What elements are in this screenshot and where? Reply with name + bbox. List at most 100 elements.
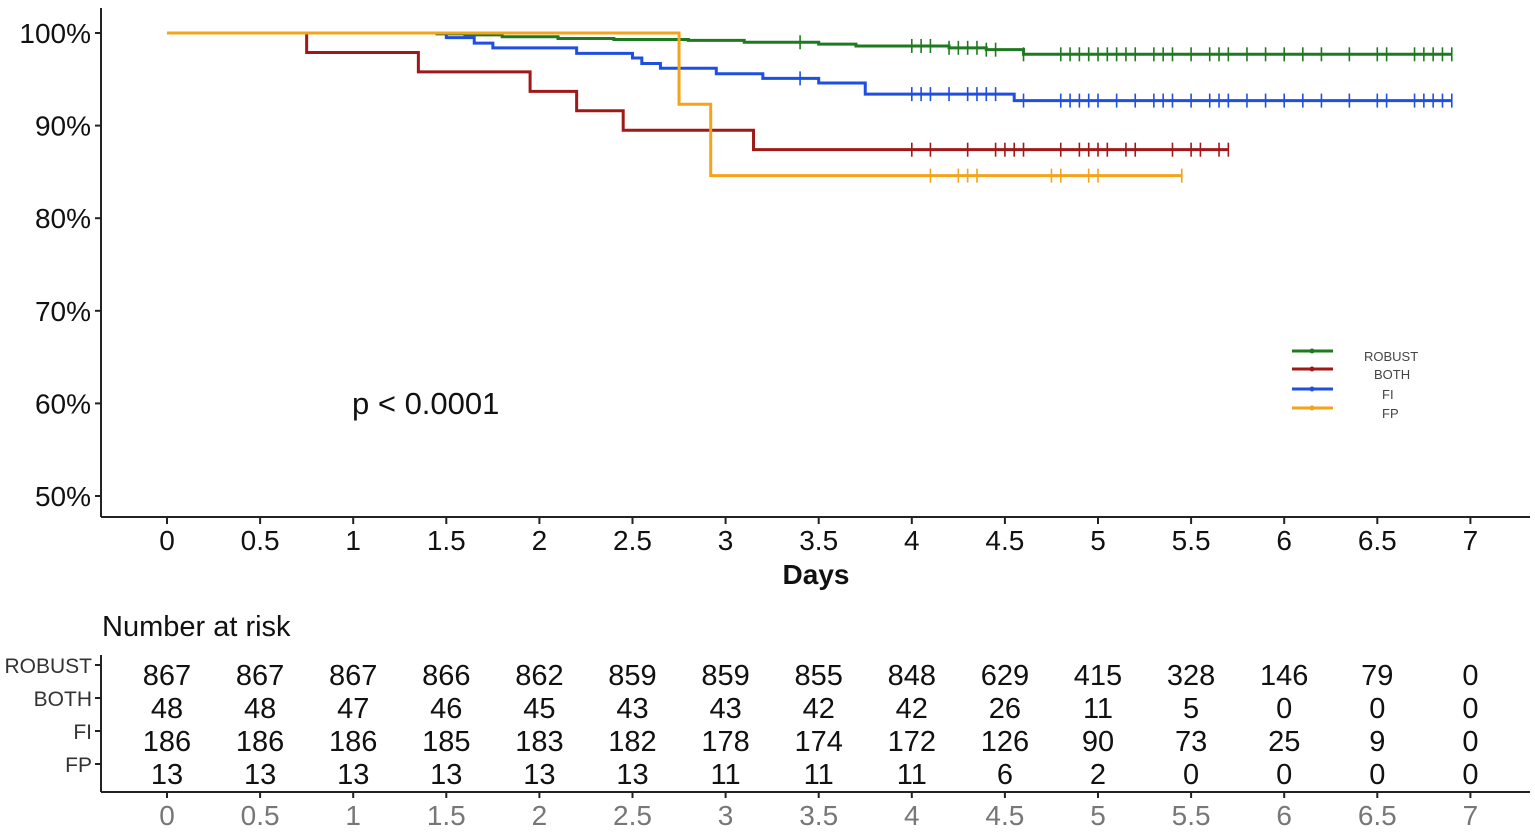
- risk-count-fp: 13: [244, 759, 276, 791]
- risk-count-both: 5: [1183, 693, 1199, 725]
- risk-group-label-both: BOTH: [34, 688, 92, 711]
- risk-count-fi: 0: [1462, 726, 1478, 758]
- risk-count-both: 11: [1083, 693, 1113, 725]
- legend-label-fi: FI: [1382, 387, 1394, 402]
- risk-count-fp: 0: [1462, 759, 1478, 791]
- risk-count-robust: 79: [1361, 660, 1393, 692]
- risk-x-tick-label: 2: [532, 800, 548, 831]
- legend-label-robust: ROBUST: [1364, 349, 1418, 364]
- risk-x-tick-label: 7: [1463, 800, 1479, 831]
- risk-count-fi: 183: [515, 726, 563, 758]
- risk-count-fp: 11: [897, 759, 927, 791]
- risk-count-robust: 328: [1167, 660, 1215, 692]
- x-tick-label: 1: [345, 525, 361, 556]
- x-tick-label: 3.5: [799, 525, 838, 556]
- x-axis-title: Days: [783, 559, 850, 590]
- x-tick-label: 0.5: [241, 525, 280, 556]
- risk-count-fi: 186: [236, 726, 284, 758]
- legend-label-both: BOTH: [1374, 367, 1410, 382]
- risk-group-label-fi: FI: [73, 721, 92, 744]
- risk-count-robust: 629: [981, 660, 1029, 692]
- risk-count-robust: 0: [1462, 660, 1478, 692]
- risk-count-robust: 855: [795, 660, 843, 692]
- risk-count-fi: 90: [1082, 726, 1114, 758]
- risk-count-robust: 867: [143, 660, 191, 692]
- risk-count-fp: 6: [997, 759, 1013, 791]
- risk-count-fi: 186: [329, 726, 377, 758]
- risk-count-fp: 13: [337, 759, 369, 791]
- risk-x-tick-label: 3: [718, 800, 734, 831]
- risk-count-robust: 867: [329, 660, 377, 692]
- risk-count-fp: 11: [711, 759, 741, 791]
- risk-count-fi: 174: [795, 726, 843, 758]
- risk-count-robust: 867: [236, 660, 284, 692]
- risk-count-both: 43: [709, 693, 741, 725]
- axes: [100, 8, 1530, 518]
- risk-x-tick-label: 1: [345, 800, 361, 831]
- risk-count-both: 46: [430, 693, 462, 725]
- risk-count-both: 0: [1369, 693, 1385, 725]
- risk-count-fp: 0: [1369, 759, 1385, 791]
- risk-count-fi: 73: [1175, 726, 1207, 758]
- risk-count-fp: 13: [523, 759, 555, 791]
- x-tick-label: 4: [904, 525, 920, 556]
- legend-label-fp: FP: [1382, 406, 1399, 421]
- risk-count-both: 42: [896, 693, 928, 725]
- risk-count-both: 0: [1276, 693, 1292, 725]
- y-tick-label: 70%: [35, 296, 91, 327]
- risk-count-fi: 186: [143, 726, 191, 758]
- x-tick-label: 6.5: [1358, 525, 1397, 556]
- risk-count-fi: 126: [981, 726, 1029, 758]
- risk-count-fi: 9: [1369, 726, 1385, 758]
- survival-curves: [167, 31, 1453, 183]
- y-tick-label: 80%: [35, 203, 91, 234]
- risk-count-fp: 13: [430, 759, 462, 791]
- x-tick-label: 5: [1090, 525, 1106, 556]
- x-tick-label: 7: [1463, 525, 1479, 556]
- risk-x-tick-label: 3.5: [799, 800, 838, 831]
- risk-x-tick-label: 4: [904, 800, 920, 831]
- risk-count-both: 48: [151, 693, 183, 725]
- risk-count-robust: 859: [701, 660, 749, 692]
- legend: ROBUST BOTH FI FP: [1292, 348, 1418, 421]
- risk-x-tick-label: 1.5: [427, 800, 466, 831]
- x-tick-label: 4.5: [985, 525, 1024, 556]
- risk-x-tick-label: 5: [1090, 800, 1106, 831]
- risk-count-fp: 11: [804, 759, 834, 791]
- risk-count-fi: 178: [701, 726, 749, 758]
- risk-x-tick-label: 5.5: [1172, 800, 1211, 831]
- y-tick-label: 50%: [35, 481, 91, 512]
- x-tick-label: 0: [159, 525, 175, 556]
- x-axis-ticks: 0 0.5 1 1.5 2 2.5 3 3.5 4 4.5 5 5.5 6 6.5 7: [159, 517, 1478, 556]
- legend-marker-both: [1309, 366, 1315, 372]
- risk-count-robust: 862: [515, 660, 563, 692]
- x-tick-label: 2: [532, 525, 548, 556]
- p-value-annotation: p < 0.0001: [352, 386, 499, 421]
- risk-x-tick-label: 4.5: [985, 800, 1024, 831]
- risk-x-tick-label: 0.5: [241, 800, 280, 831]
- curve-both: [167, 31, 1229, 152]
- risk-x-tick-label: 0: [159, 800, 175, 831]
- risk-count-fi: 172: [888, 726, 936, 758]
- x-tick-label: 5.5: [1172, 525, 1211, 556]
- risk-count-both: 47: [337, 693, 369, 725]
- risk-count-both: 48: [244, 693, 276, 725]
- y-tick-label: 60%: [35, 388, 91, 419]
- legend-marker-fp: [1309, 405, 1315, 411]
- curve-robust: [167, 31, 1452, 56]
- risk-count-robust: 146: [1260, 660, 1308, 692]
- x-tick-label: 6: [1276, 525, 1292, 556]
- risk-count-both: 42: [803, 693, 835, 725]
- y-tick-label: 90%: [35, 111, 91, 142]
- risk-table-title: Number at risk: [102, 611, 291, 643]
- risk-count-robust: 848: [888, 660, 936, 692]
- x-tick-label: 2.5: [613, 525, 652, 556]
- legend-marker-fi: [1309, 386, 1315, 392]
- risk-table: ROBUST 867 867 867 866 862 859 859 855 848 629 415 3…: [4, 655, 1530, 831]
- risk-x-tick-label: 6: [1276, 800, 1292, 831]
- risk-count-robust: 415: [1074, 660, 1122, 692]
- risk-count-fp: 2: [1090, 759, 1106, 791]
- legend-marker-robust: [1309, 348, 1315, 354]
- curve-fi: [167, 31, 1452, 103]
